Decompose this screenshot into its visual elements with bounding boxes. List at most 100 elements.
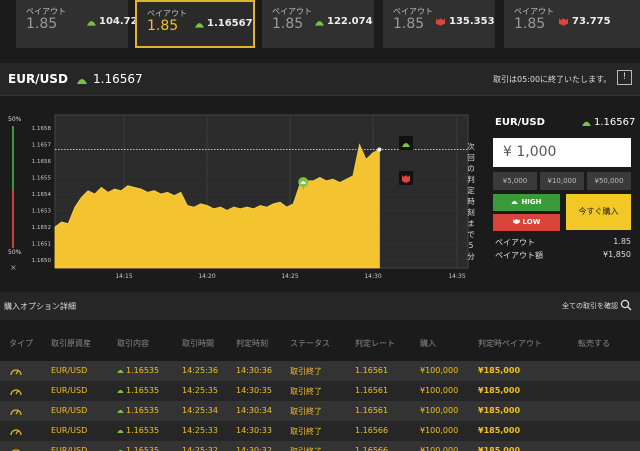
options-detail-title: 購入オプション詳細 (4, 302, 76, 311)
payout-rate: 1.85 (514, 16, 546, 32)
payout-amount-value: ¥1,850 (603, 250, 631, 259)
price-area (54, 143, 380, 269)
low-button[interactable]: LOW (493, 214, 560, 231)
up-arrow-icon (117, 409, 124, 413)
search-icon[interactable] (620, 299, 632, 311)
x-tick-label: 14:30 (364, 273, 381, 280)
row-status: 取引終了 (290, 367, 322, 376)
row-purchase: ¥100,000 (420, 426, 459, 435)
row-rate-value: 1.16535 (126, 406, 160, 415)
row-asset: EUR/USD (51, 366, 88, 375)
close-icon[interactable]: × (10, 263, 17, 272)
row-trade-time: 14:25:35 (182, 386, 218, 395)
col-asset: 取引原資産 (51, 339, 91, 348)
down-arrow-icon (436, 18, 445, 26)
low-marker-icon (402, 175, 410, 183)
y-tick-label: 1.1650 (32, 258, 52, 264)
x-tick-label: 14:35 (448, 273, 465, 280)
buy-now-button[interactable]: 今すぐ購入 (566, 194, 631, 230)
col-resell: 転売する (578, 339, 610, 348)
table-row[interactable]: EUR/USD 1.16535 14:25:33 14:30:33 取引終了 1.1656… (0, 421, 640, 441)
asset-price: 73.775 (572, 16, 611, 27)
row-status: 取引終了 (290, 427, 322, 436)
panel-price: 1.16567 (594, 117, 636, 128)
up-arrow-icon (195, 23, 204, 28)
col-purchase: 購入 (420, 339, 436, 348)
payout-label: ペイアウト (147, 9, 187, 18)
payout-label: ペイアウト (495, 238, 535, 247)
asset-card[interactable]: ペイアウト 1.85 135.353 (383, 0, 495, 48)
entry-marker-arrow (300, 181, 307, 185)
deadline-label-char: 定 (467, 185, 475, 195)
table-row[interactable]: EUR/USD 1.16535 14:25:32 14:30:32 取引終了 1.1656… (0, 441, 640, 451)
asset-strip: ペイアウト 1.85 104.726 ペイアウト 1.85 1.16567 ペイ… (0, 0, 640, 58)
up-arrow-icon (315, 21, 324, 26)
quick-amount-button[interactable]: ¥50,000 (587, 172, 631, 190)
row-judge-time: 14:30:32 (236, 446, 272, 451)
help-icon[interactable]: ! (617, 70, 632, 85)
sentiment-bottom-pct: 50% (8, 249, 22, 256)
row-rate-value: 1.16535 (126, 426, 160, 435)
row-trade-time: 14:25:34 (182, 406, 218, 415)
row-purchase: ¥100,000 (420, 446, 459, 451)
y-tick-label: 1.1653 (32, 208, 52, 214)
row-purchase: ¥100,000 (420, 406, 459, 415)
y-tick-label: 1.1657 (32, 143, 52, 149)
table-row[interactable]: EUR/USD 1.16535 14:25:34 14:30:34 取引終了 1.1656… (0, 401, 640, 421)
row-rate-value: 1.16535 (126, 386, 160, 395)
payout-label: ペイアウト (393, 7, 433, 16)
y-tick-label: 1.1658 (32, 126, 52, 132)
payout-rate: 1.85 (393, 16, 425, 32)
closing-notice: 取引は05:00に終了いたします。 (493, 75, 612, 84)
amount-input[interactable]: ¥ 1,000 (493, 138, 631, 167)
asset-price: 104.726 (99, 16, 145, 27)
up-arrow-icon (117, 369, 124, 373)
row-payout: ¥185,000 (478, 386, 521, 395)
row-payout: ¥185,000 (478, 366, 521, 375)
payout-amount-label: ペイアウト額 (495, 251, 543, 260)
clock-icon (10, 429, 22, 436)
row-asset: EUR/USD (51, 426, 88, 435)
clock-icon (10, 409, 22, 416)
row-rate: 1.16535 (117, 446, 159, 451)
payout-label: ペイアウト (272, 7, 312, 16)
row-judge-time: 14:30:33 (236, 426, 272, 435)
row-judge-rate: 1.16566 (355, 426, 389, 435)
payout-label: ペイアウト (514, 7, 554, 16)
payout-rate: 1.85 (147, 18, 179, 34)
x-tick-label: 14:15 (115, 273, 132, 280)
down-arrow-icon (559, 18, 568, 26)
high-button[interactable]: HIGH (493, 194, 560, 211)
deadline-label-char: 回 (467, 153, 475, 162)
deadline-label-char: 次 (467, 141, 475, 151)
quick-amount-button[interactable]: ¥5,000 (493, 172, 537, 190)
up-arrow-icon (87, 21, 96, 26)
table-row[interactable]: EUR/USD 1.16535 14:25:35 14:30:35 取引終了 1.1656… (0, 381, 640, 401)
row-judge-rate: 1.16561 (355, 366, 389, 375)
y-tick-label: 1.1652 (32, 225, 51, 231)
row-rate-value: 1.16535 (126, 366, 160, 375)
payout-rate: 1.85 (272, 16, 304, 32)
asset-card[interactable]: ペイアウト 1.85 122.074 (262, 0, 374, 48)
row-trade-time: 14:25:32 (182, 446, 218, 451)
view-all-trades-link[interactable]: 全ての取引を確認 (562, 302, 618, 310)
deadline-label-char: 刻 (467, 207, 475, 217)
row-judge-rate: 1.16566 (355, 446, 389, 451)
asset-pair-title: EUR/USD (8, 72, 68, 86)
row-payout: ¥185,000 (478, 406, 521, 415)
clock-icon (10, 369, 22, 376)
x-tick-label: 14:20 (198, 273, 215, 280)
asset-card-selected[interactable]: ペイアウト 1.85 1.16567 (135, 0, 255, 48)
row-rate: 1.16535 (117, 426, 159, 435)
options-detail-header: 購入オプション詳細 全ての取引を確認 (0, 292, 640, 320)
payout-rate: 1.85 (26, 16, 58, 32)
asset-card[interactable]: ペイアウト 1.85 104.726 (16, 0, 145, 48)
payout-value: 1.85 (613, 237, 631, 246)
price-chart: 50% 50% × 14:15 14:20 14:25 14:30 14:35 1.165… (0, 105, 487, 285)
high-label: HIGH (521, 198, 542, 206)
row-trade-time: 14:25:36 (182, 366, 218, 375)
asset-card[interactable]: ペイアウト 1.85 73.775 (504, 0, 640, 48)
quick-amount-button[interactable]: ¥10,000 (540, 172, 584, 190)
deadline-label-char: ま (467, 219, 475, 228)
table-row[interactable]: EUR/USD 1.16535 14:25:36 14:30:36 取引終了 1.1656… (0, 361, 640, 381)
